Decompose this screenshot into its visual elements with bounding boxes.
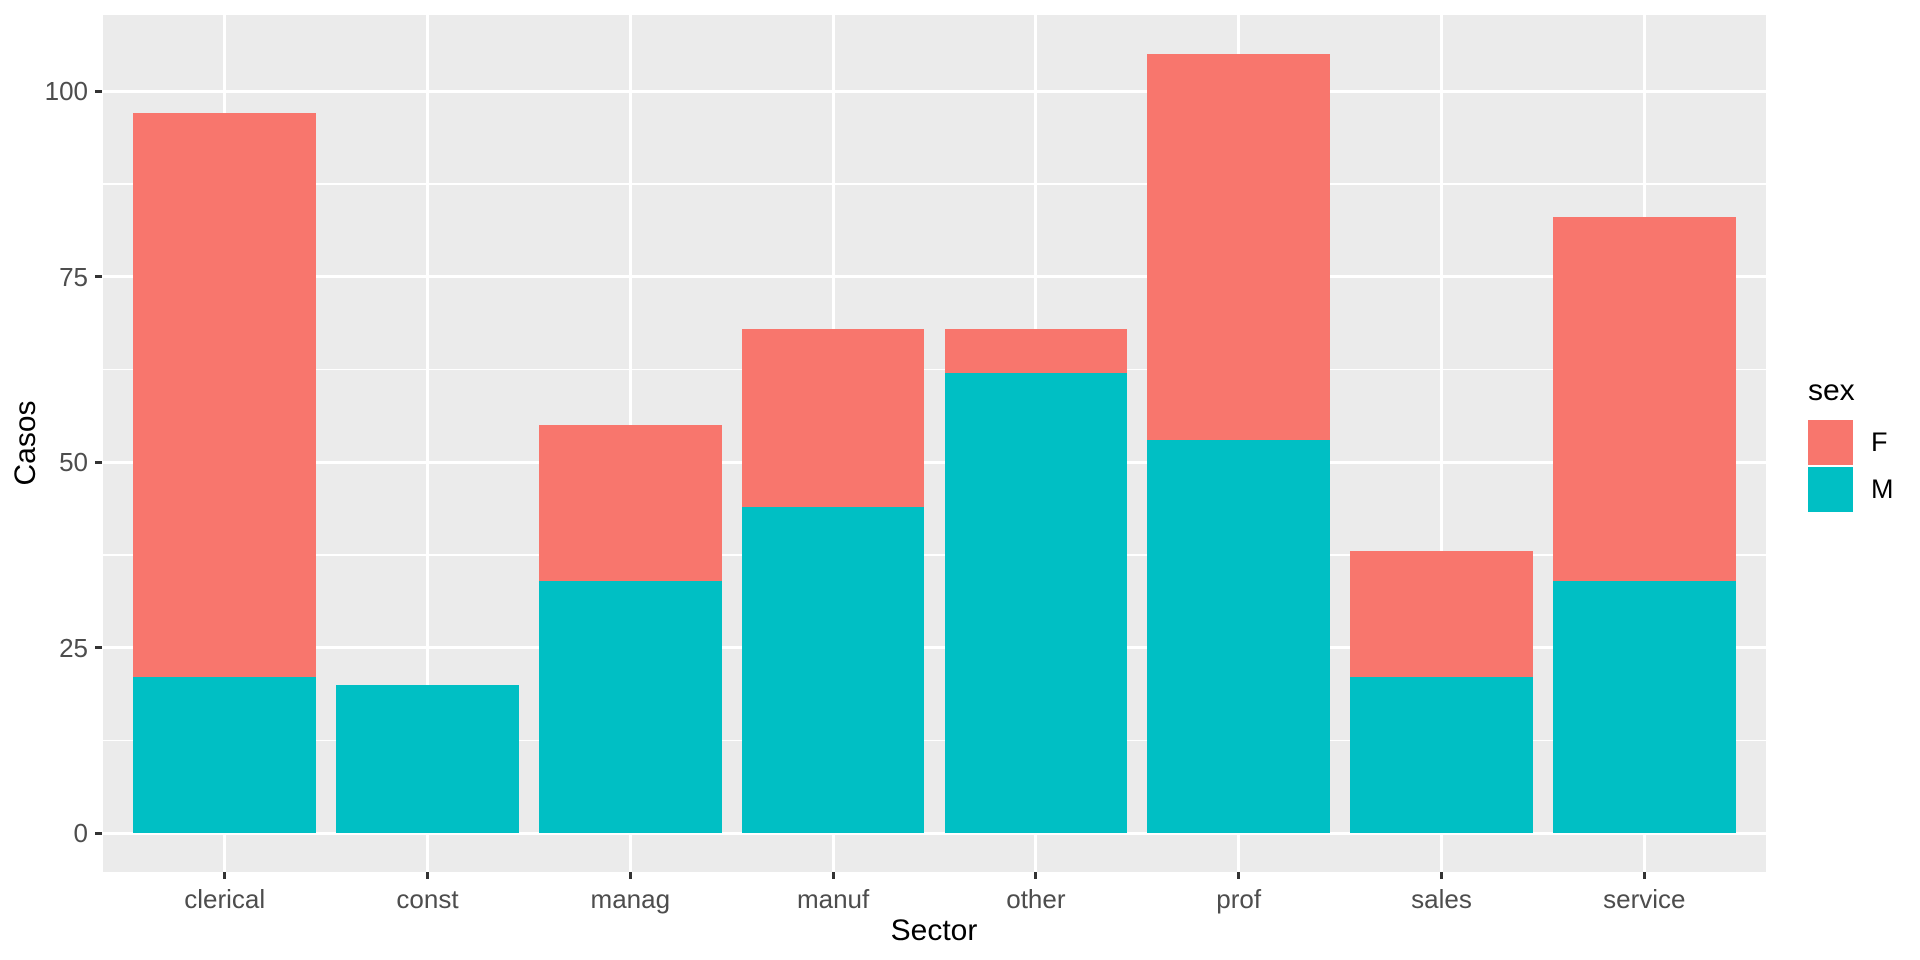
bar-segment-F-prof	[1147, 54, 1330, 440]
bar-segment-F-service	[1553, 217, 1736, 581]
y-tick-label: 50	[59, 447, 88, 477]
x-tick-mark	[831, 872, 835, 879]
gridline-horizontal-minor	[103, 739, 1766, 742]
bar-segment-M-prof	[1147, 439, 1330, 833]
gridline-horizontal-major	[103, 831, 1766, 835]
legend-label: M	[1871, 474, 1894, 504]
gridline-horizontal-minor	[103, 554, 1766, 556]
legend-label: F	[1871, 427, 1888, 457]
x-tick-mark	[1237, 872, 1241, 879]
gridline-horizontal-minor	[103, 183, 1766, 185]
gridline-horizontal-major	[103, 275, 1766, 279]
y-tick-mark	[95, 646, 102, 649]
bar-segment-F-manag	[539, 425, 722, 581]
legend-item-F: F	[1808, 420, 1894, 465]
gridline-horizontal-major	[103, 460, 1766, 464]
x-tick-mark	[628, 872, 632, 879]
gridline-horizontal-major	[103, 646, 1766, 649]
x-tick-mark	[426, 872, 429, 879]
y-tick-mark	[95, 89, 102, 93]
y-tick-label: 75	[59, 261, 88, 292]
gridline-horizontal-major	[103, 89, 1766, 93]
gridline-vertical-major	[1440, 15, 1443, 872]
bar-segment-F-clerical	[133, 113, 316, 678]
bar-segment-M-other	[944, 373, 1128, 833]
x-tick-mark	[1440, 872, 1443, 879]
x-tick-mark	[1642, 872, 1646, 879]
bar-segment-M-manag	[539, 580, 722, 833]
bar-segment-M-clerical	[133, 677, 316, 833]
bar-segment-F-manuf	[741, 328, 925, 507]
gridline-horizontal-minor	[103, 368, 1766, 371]
legend-item-M: M	[1808, 467, 1894, 512]
plot-panel	[103, 15, 1766, 872]
x-tick-label: prof	[1216, 884, 1262, 914]
y-tick-mark	[95, 831, 102, 835]
gridline-vertical-major	[426, 15, 429, 872]
x-tick-label: manuf	[796, 884, 870, 914]
x-axis-title: Sector	[890, 914, 978, 947]
legend-title: sex	[1808, 374, 1855, 407]
y-tick-mark	[95, 275, 102, 279]
y-tick-mark	[95, 460, 102, 464]
bar-segment-M-const	[336, 684, 519, 833]
x-tick-label: service	[1603, 884, 1686, 914]
x-tick-mark	[1034, 872, 1038, 879]
y-tick-label: 100	[44, 76, 88, 107]
legend-swatch-M	[1808, 467, 1853, 512]
x-tick-label: manag	[590, 884, 671, 914]
bar-segment-M-sales	[1350, 677, 1533, 833]
x-tick-label: sales	[1411, 884, 1472, 914]
x-tick-label: other	[1006, 884, 1066, 914]
y-tick-label: 25	[59, 632, 88, 663]
bar-segment-F-other	[944, 328, 1128, 373]
bar-segment-M-service	[1553, 580, 1736, 833]
x-tick-mark	[223, 872, 227, 879]
bar-segment-F-sales	[1350, 551, 1533, 678]
x-tick-label: const	[396, 884, 459, 914]
y-axis-title: Casos	[9, 400, 42, 486]
y-tick-label: 0	[73, 818, 88, 848]
legend-swatch-F	[1808, 420, 1853, 465]
bar-segment-M-manuf	[741, 506, 925, 833]
x-tick-label: clerical	[184, 884, 266, 914]
